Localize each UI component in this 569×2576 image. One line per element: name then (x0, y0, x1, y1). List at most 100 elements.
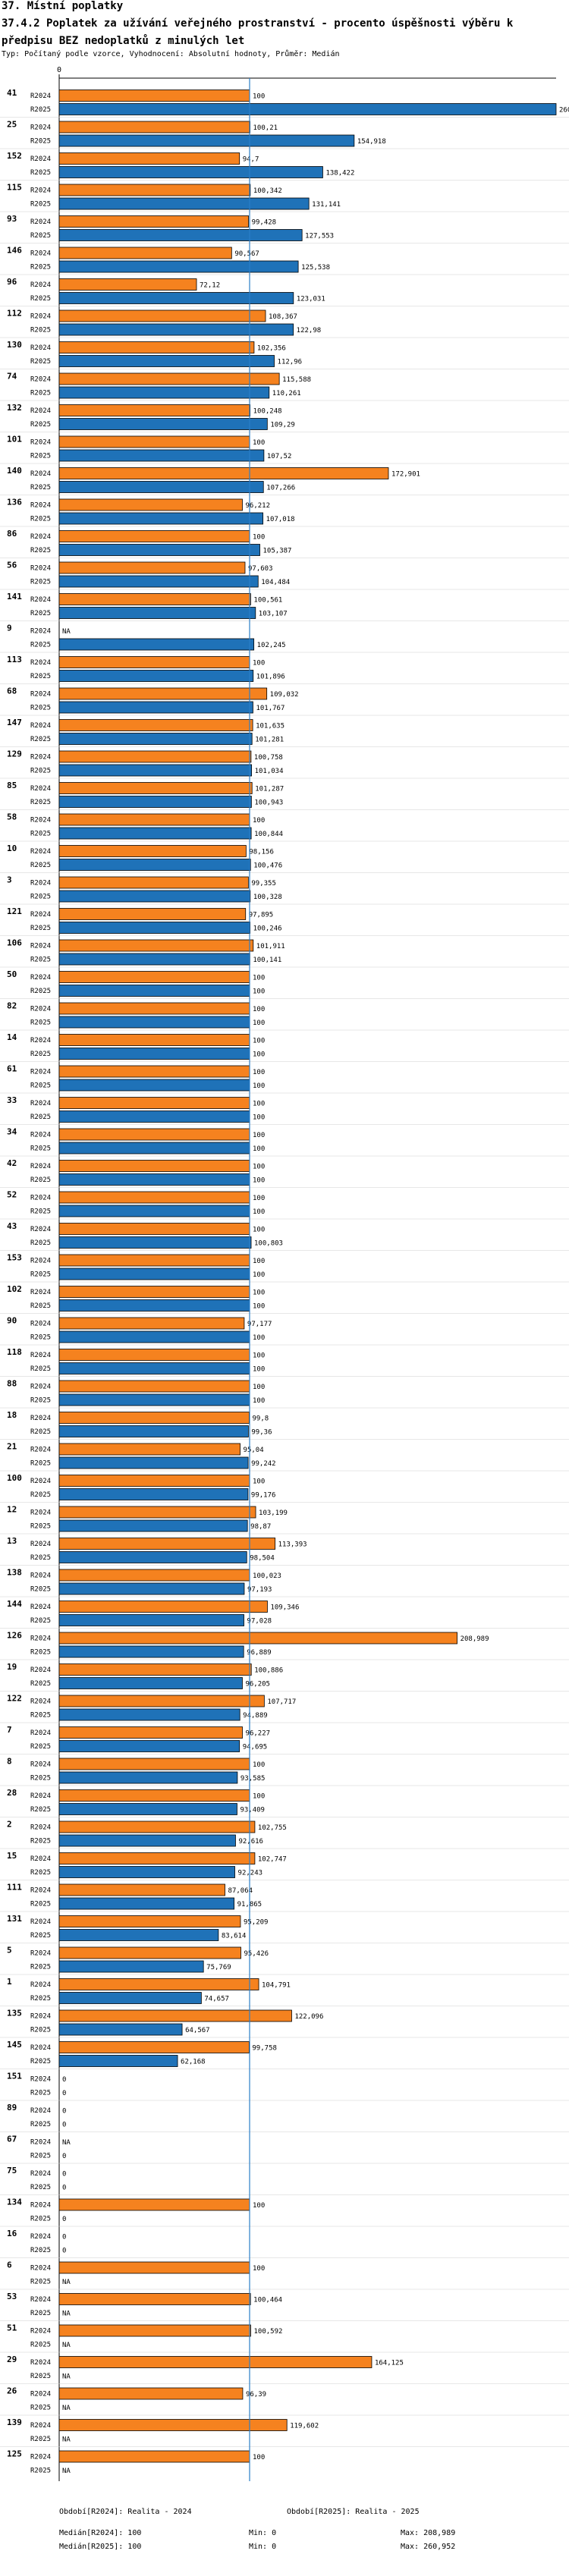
data-label: 119,602 (290, 2423, 319, 2430)
data-label: 100 (253, 975, 265, 982)
bar-r2025 (58, 922, 251, 934)
bar-r2024 (58, 1632, 457, 1645)
data-label: 99,428 (252, 219, 277, 227)
series-label-r2025: R2025 (30, 232, 51, 240)
group-label: 85 (7, 781, 17, 790)
group-label: 140 (7, 466, 22, 476)
data-label: 99,355 (251, 880, 276, 887)
data-label: 96,205 (245, 1681, 270, 1689)
bar-r2025 (58, 197, 310, 210)
data-label: 96,212 (245, 502, 270, 510)
data-label: 100 (253, 1195, 265, 1202)
bar-r2024 (58, 1002, 250, 1015)
bar-r2024 (58, 1883, 225, 1896)
group-label: 33 (7, 1095, 17, 1105)
bar-chart: 041R2024R2025100260,95225R2024R2025100,2… (0, 66, 569, 2481)
data-label: 100 (253, 1761, 265, 1769)
data-label: 100 (253, 817, 265, 825)
series-label-r2024: R2024 (30, 1572, 51, 1580)
series-label-r2024: R2024 (30, 2328, 51, 2336)
bar-r2025 (58, 1268, 250, 1280)
group-label: 61 (7, 1064, 17, 1074)
series-label-r2025: R2025 (30, 1491, 51, 1499)
series-label-r2025: R2025 (30, 2121, 51, 2128)
bar-r2024 (58, 719, 253, 731)
bar-r2024 (58, 2419, 288, 2431)
data-label: 93,585 (240, 1775, 266, 1783)
bar-r2024 (58, 2387, 244, 2400)
series-label-r2025: R2025 (30, 1239, 51, 1247)
data-label: 95,209 (244, 1919, 269, 1927)
chart-title: 37.4.2 Poplatek za užívání veřejného pro… (2, 17, 514, 47)
data-label: 100 (253, 660, 265, 668)
series-label-r2024: R2024 (30, 722, 51, 730)
group-label: 121 (7, 906, 22, 916)
data-label: 100,803 (254, 1240, 283, 1248)
bar-r2024 (58, 1412, 250, 1424)
data-label: 101,281 (255, 737, 284, 744)
bar-r2025 (58, 418, 268, 430)
data-label: 92,616 (238, 1838, 263, 1846)
series-label-r2024: R2024 (30, 1698, 51, 1706)
bar-r2024 (58, 1852, 256, 1864)
bar-r2025 (58, 1708, 240, 1721)
series-label-r2024: R2024 (30, 93, 51, 100)
data-label: 100,943 (254, 800, 283, 807)
data-label: 99,242 (251, 1460, 276, 1468)
series-label-r2024: R2024 (30, 2202, 51, 2210)
footer-median-2025: Medián[R2025]: 100 (59, 2543, 142, 2551)
bar-r2025 (58, 386, 270, 399)
bar-r2025 (58, 260, 299, 273)
bar-r2024 (58, 435, 250, 448)
bar-r2024 (58, 1820, 256, 1833)
series-label-r2024: R2024 (30, 974, 51, 982)
series-label-r2024: R2024 (30, 502, 51, 510)
series-label-r2024: R2024 (30, 911, 51, 919)
bar-r2025 (58, 2055, 178, 2067)
series-label-r2024: R2024 (30, 2391, 51, 2399)
data-label: 100 (253, 93, 265, 101)
series-label-r2025: R2025 (30, 1838, 51, 1846)
series-label-r2024: R2024 (30, 1258, 51, 1265)
group-label: 68 (7, 686, 17, 696)
series-label-r2025: R2025 (30, 1743, 51, 1751)
bar-r2025 (58, 1299, 250, 1312)
group-label: 58 (7, 812, 17, 822)
data-label: 105,387 (263, 548, 292, 555)
data-label: 100 (253, 988, 265, 996)
data-label: 95,426 (244, 1950, 269, 1958)
bar-r2024 (58, 1380, 250, 1393)
data-label: 98,87 (250, 1523, 271, 1531)
bar-r2025 (58, 1992, 202, 2004)
data-label: 112,96 (278, 359, 303, 366)
series-label-r2025: R2025 (30, 1901, 51, 1908)
data-label: 98,156 (249, 849, 274, 856)
series-label-r2024: R2024 (30, 124, 51, 132)
data-label: 115,588 (282, 376, 311, 384)
bar-r2024 (58, 593, 251, 605)
series-label-r2025: R2025 (30, 1271, 51, 1279)
series-label-r2025: R2025 (30, 1397, 51, 1405)
series-label-r2024: R2024 (30, 1100, 51, 1107)
bar-r2024 (58, 1601, 268, 1613)
series-label-r2025: R2025 (30, 2216, 51, 2223)
series-label-r2024: R2024 (30, 1321, 51, 1328)
group-label: 74 (7, 372, 17, 382)
data-label: 0 (62, 2185, 66, 2192)
bar-r2025 (58, 733, 253, 745)
series-label-r2024: R2024 (30, 2265, 51, 2273)
group-label: 129 (7, 749, 22, 759)
bar-r2025 (58, 890, 251, 903)
bar-r2024 (58, 656, 250, 668)
group-label: 29 (7, 2355, 17, 2364)
group-label: 21 (7, 1442, 17, 1452)
group-label: 125 (7, 2449, 22, 2459)
series-label-r2024: R2024 (30, 1761, 51, 1769)
series-label-r2024: R2024 (30, 1037, 51, 1045)
bar-r2024 (58, 2261, 250, 2274)
bar-r2024 (58, 1695, 265, 1707)
group-label: 96 (7, 277, 17, 287)
data-label: 97,177 (247, 1321, 272, 1328)
data-label: 100 (253, 1114, 265, 1122)
series-label-r2025: R2025 (30, 2279, 51, 2286)
